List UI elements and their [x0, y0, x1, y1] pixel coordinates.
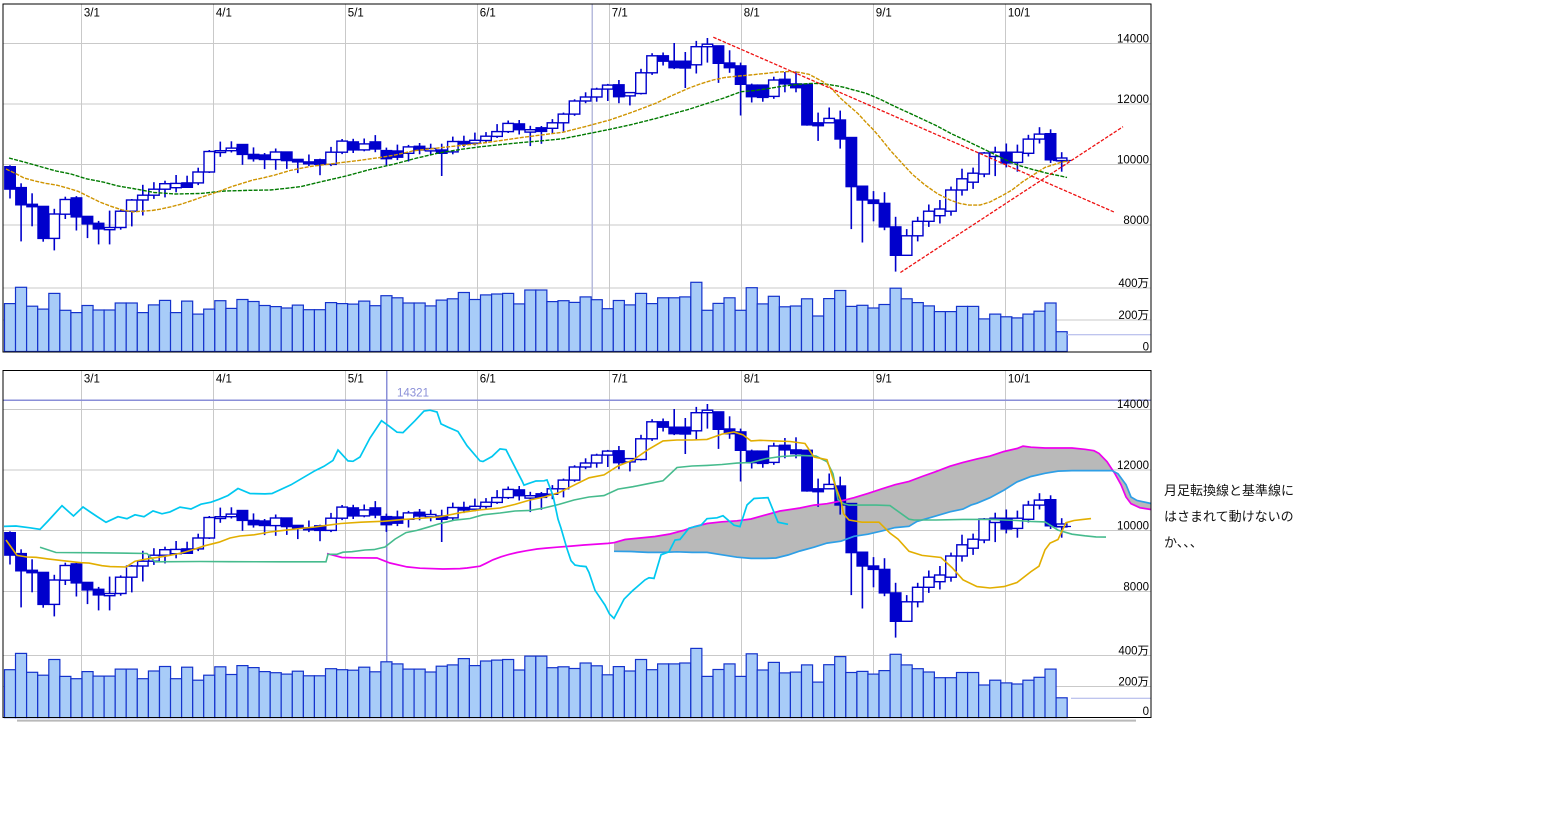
svg-text:10000: 10000 — [1117, 155, 1149, 167]
svg-text:4/1: 4/1 — [216, 374, 232, 386]
svg-text:7/1: 7/1 — [612, 8, 628, 20]
svg-text:7/1: 7/1 — [612, 374, 628, 386]
svg-text:10/1: 10/1 — [1008, 374, 1030, 386]
svg-text:200万: 200万 — [1118, 677, 1149, 689]
svg-text:5/1: 5/1 — [348, 374, 364, 386]
svg-text:14321: 14321 — [397, 388, 429, 400]
svg-text:12000: 12000 — [1117, 94, 1149, 106]
svg-text:200万: 200万 — [1118, 310, 1149, 322]
svg-text:9/1: 9/1 — [876, 374, 892, 386]
svg-text:4/1: 4/1 — [216, 8, 232, 20]
svg-text:400万: 400万 — [1118, 645, 1149, 657]
svg-text:0: 0 — [1143, 342, 1149, 354]
svg-text:3/1: 3/1 — [84, 8, 100, 20]
svg-text:0: 0 — [1143, 706, 1149, 718]
svg-text:14000: 14000 — [1117, 399, 1149, 411]
svg-text:6/1: 6/1 — [480, 374, 496, 386]
svg-text:12000: 12000 — [1117, 460, 1149, 472]
svg-text:10000: 10000 — [1117, 521, 1149, 533]
svg-text:5/1: 5/1 — [348, 8, 364, 20]
svg-text:6/1: 6/1 — [480, 8, 496, 20]
svg-text:400万: 400万 — [1118, 278, 1149, 290]
svg-text:8000: 8000 — [1123, 581, 1149, 593]
svg-text:8000: 8000 — [1123, 215, 1149, 227]
svg-text:9/1: 9/1 — [876, 8, 892, 20]
svg-text:10/1: 10/1 — [1008, 8, 1030, 20]
svg-text:8/1: 8/1 — [744, 374, 760, 386]
svg-text:14000: 14000 — [1117, 34, 1149, 46]
svg-text:3/1: 3/1 — [84, 374, 100, 386]
svg-text:8/1: 8/1 — [744, 8, 760, 20]
